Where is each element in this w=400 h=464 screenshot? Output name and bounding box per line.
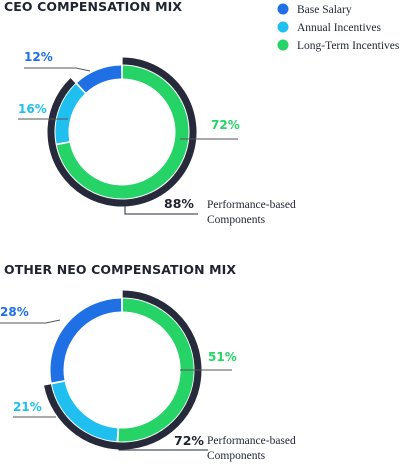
neo-performance-label-line1: Performance-based <box>207 435 296 447</box>
ceo-performance-ring-group <box>47 57 197 207</box>
ceo-label-annual-incentives: 16% <box>18 102 47 116</box>
legend-swatch-long-term-incentives <box>277 39 289 51</box>
ceo-slice-annual-incentives <box>55 84 86 144</box>
legend: Base Salary Annual Incentives Long-Term … <box>277 3 400 52</box>
ceo-leader-line-base-salary <box>24 67 91 72</box>
ceo-performance-label-line2: Components <box>207 214 266 226</box>
ceo-chart-title: CEO COMPENSATION MIX <box>4 0 182 14</box>
neo-performance-percent: 72% <box>174 433 204 448</box>
ceo-performance-leader-line <box>124 202 198 215</box>
neo-chart-title: OTHER NEO COMPENSATION MIX <box>4 262 236 277</box>
neo-leader-line-base-salary <box>0 319 61 324</box>
ceo-slices-group <box>55 65 189 199</box>
ceo-performance-label-line1: Performance-based <box>207 199 296 211</box>
neo-performance-label-line2: Components <box>207 450 266 462</box>
neo-slice-base-salary <box>50 298 122 383</box>
ceo-label-base-salary: 12% <box>24 50 53 64</box>
neo-label-base-salary: 28% <box>0 305 29 319</box>
legend-swatch-base-salary <box>277 3 289 15</box>
legend-label-long-term-incentives: Long-Term Incentives <box>297 40 400 52</box>
legend-label-annual-incentives: Annual Incentives <box>297 22 382 34</box>
legend-label-base-salary: Base Salary <box>297 4 352 16</box>
ceo-slice-base-salary <box>77 65 122 93</box>
neo-slices-group <box>50 298 194 442</box>
ceo-performance-ring <box>47 57 197 207</box>
ceo-slice-long-term-incentives <box>56 65 189 199</box>
neo-label-long-term-incentives: 51% <box>208 350 237 364</box>
legend-swatch-annual-incentives <box>277 21 289 33</box>
neo-leader-lines <box>0 319 232 451</box>
ceo-label-long-term-incentives: 72% <box>211 118 240 132</box>
ceo-leader-lines <box>18 67 238 215</box>
neo-label-annual-incentives: 21% <box>13 400 42 414</box>
neo-performance-leader-line <box>118 445 208 451</box>
neo-slice-annual-incentives <box>51 381 118 442</box>
neo-performance-ring <box>44 290 202 450</box>
neo-donut-chart: 28% 21% 51% 72% Performance-based Compon… <box>0 290 296 462</box>
neo-performance-ring-group <box>44 290 202 450</box>
neo-slice-long-term-incentives <box>118 298 194 442</box>
ceo-performance-percent: 88% <box>164 196 194 211</box>
ceo-donut-chart: 12% 16% 72% 88% Performance-based Compon… <box>18 50 296 226</box>
